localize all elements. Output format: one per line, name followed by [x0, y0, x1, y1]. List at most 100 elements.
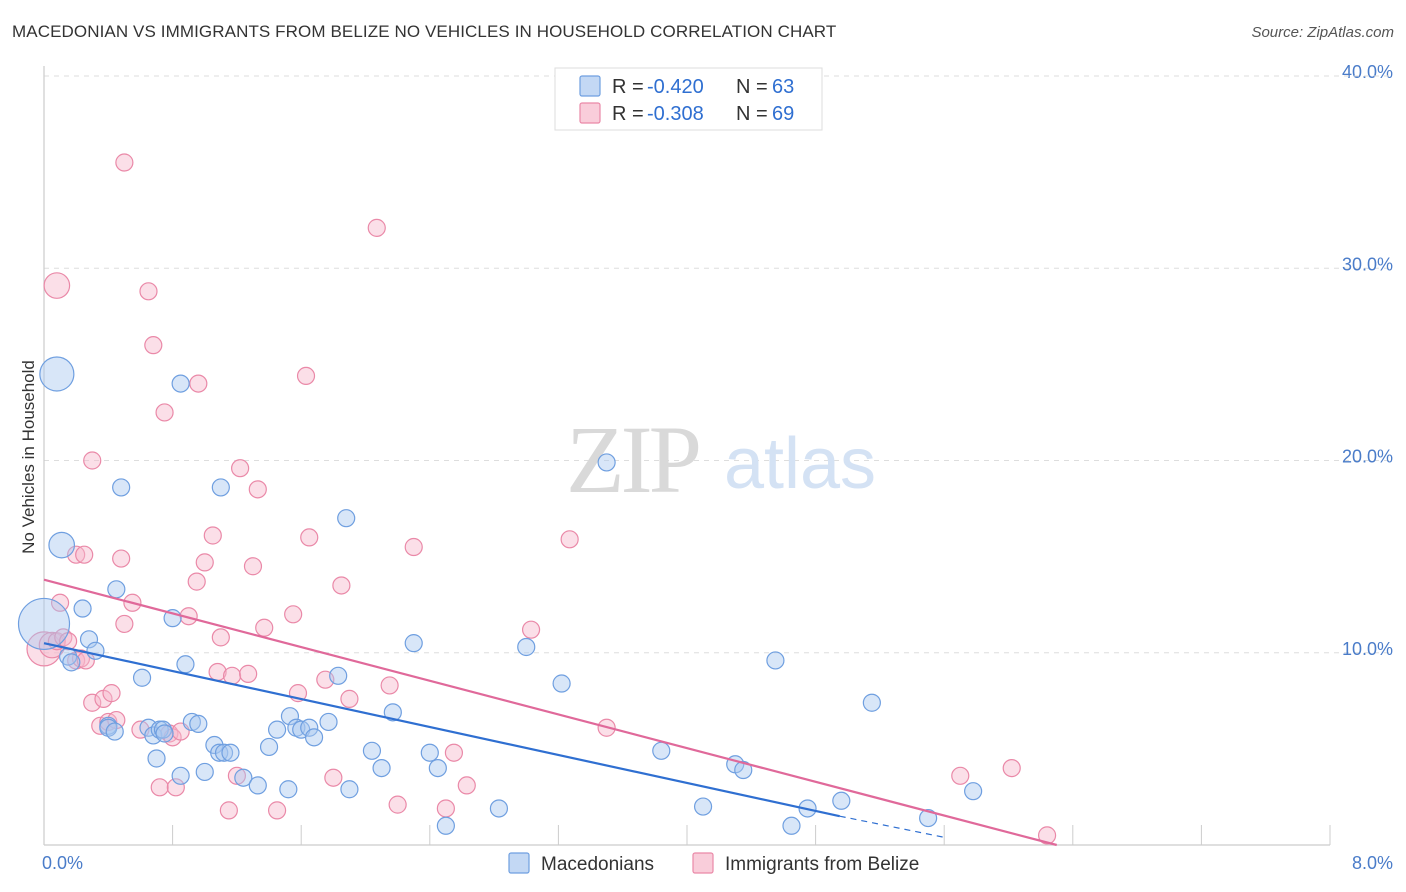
point-immigrants-from-belize [115, 614, 134, 634]
point-macedonians [329, 666, 348, 685]
series-macedonians [17, 356, 983, 835]
bottom-legend-label-macedonians: Macedonians [541, 854, 654, 875]
point-immigrants-from-belize [380, 676, 399, 695]
point-macedonians [155, 724, 174, 743]
point-immigrants-from-belize [115, 153, 134, 172]
point-macedonians [372, 758, 391, 778]
point-immigrants-from-belize [166, 778, 185, 797]
point-immigrants-from-belize [521, 620, 541, 639]
point-macedonians [489, 799, 509, 818]
watermark-zip: ZIP [566, 406, 699, 513]
trendline-immigrants-from-belize [43, 578, 1058, 847]
point-immigrants-from-belize [457, 776, 476, 795]
point-macedonians [304, 728, 324, 747]
point-macedonians [189, 714, 208, 733]
legend-n-value: 69 [772, 103, 794, 125]
point-macedonians [86, 641, 105, 660]
point-macedonians [597, 453, 616, 472]
trendline-macedonians [43, 642, 840, 818]
point-immigrants-from-belize [211, 628, 230, 647]
point-macedonians [693, 797, 713, 816]
point-macedonians [107, 580, 126, 599]
point-immigrants-from-belize [139, 282, 158, 301]
point-macedonians [39, 356, 75, 392]
point-immigrants-from-belize [187, 572, 206, 591]
point-immigrants-from-belize [75, 545, 94, 564]
point-macedonians [420, 743, 439, 762]
point-macedonians [176, 655, 195, 674]
point-immigrants-from-belize [300, 528, 319, 547]
point-macedonians [279, 780, 298, 799]
legend-swatch-belize [579, 102, 601, 124]
point-macedonians [259, 737, 279, 757]
point-immigrants-from-belize [243, 557, 263, 576]
point-immigrants-from-belize [296, 366, 316, 386]
legend-n-label: N = [736, 103, 768, 125]
point-immigrants-from-belize [239, 664, 258, 683]
point-immigrants-from-belize [83, 451, 102, 470]
point-macedonians [214, 743, 234, 762]
point-macedonians [248, 776, 267, 795]
point-immigrants-from-belize [144, 336, 163, 355]
point-immigrants-from-belize [404, 537, 423, 557]
point-macedonians [48, 531, 76, 559]
x-tick-label-min: 0.0% [42, 853, 83, 873]
point-macedonians [221, 743, 240, 762]
point-macedonians [652, 741, 671, 760]
point-immigrants-from-belize [332, 576, 351, 595]
point-immigrants-from-belize [155, 403, 174, 422]
point-macedonians [171, 374, 190, 393]
legend: R = -0.420 N = 63 R = -0.308 N = 69 [554, 67, 823, 131]
legend-r-value: -0.420 [647, 76, 704, 98]
point-immigrants-from-belize [203, 526, 222, 545]
point-macedonians [362, 741, 382, 760]
point-immigrants-from-belize [195, 553, 214, 572]
point-immigrants-from-belize [189, 374, 208, 393]
chart-title: MACEDONIAN VS IMMIGRANTS FROM BELIZE NO … [12, 22, 837, 41]
point-immigrants-from-belize [340, 689, 359, 708]
point-immigrants-from-belize [284, 605, 303, 624]
point-macedonians [404, 634, 423, 653]
point-immigrants-from-belize [436, 799, 455, 818]
point-macedonians [428, 758, 447, 778]
point-macedonians [280, 707, 300, 726]
legend-n-value: 63 [772, 76, 794, 98]
point-immigrants-from-belize [231, 459, 250, 478]
point-immigrants-from-belize [255, 618, 274, 637]
bottom-legend-label-belize: Immigrants from Belize [725, 854, 919, 875]
point-immigrants-from-belize [112, 549, 131, 568]
point-macedonians [105, 722, 124, 741]
bottom-legend-swatch-macedonians [508, 852, 530, 874]
point-immigrants-from-belize [150, 778, 169, 797]
point-macedonians [147, 749, 166, 768]
point-macedonians [267, 720, 287, 739]
point-macedonians [195, 762, 214, 782]
y-tick-label: 40.0% [1342, 62, 1393, 82]
watermark: ZIP atlas [566, 406, 876, 513]
point-macedonians [300, 718, 319, 737]
point-macedonians [436, 816, 455, 835]
legend-swatch-macedonians [579, 75, 601, 97]
series-immigrants-from-belize [26, 153, 1057, 845]
gridlines: 10.0% 20.0% 30.0% 40.0% [44, 62, 1393, 659]
point-immigrants-from-belize [367, 218, 386, 237]
point-immigrants-from-belize [248, 480, 267, 499]
point-macedonians [182, 712, 201, 732]
point-immigrants-from-belize [1037, 826, 1057, 845]
point-macedonians [73, 599, 92, 618]
trendlines [43, 578, 1058, 847]
point-immigrants-from-belize [50, 593, 70, 612]
watermark-atlas: atlas [724, 424, 876, 504]
point-macedonians [112, 478, 131, 497]
point-immigrants-from-belize [219, 801, 238, 820]
point-immigrants-from-belize [43, 272, 71, 299]
point-immigrants-from-belize [227, 766, 246, 785]
legend-n-label: N = [736, 76, 768, 98]
point-immigrants-from-belize [267, 801, 287, 820]
point-immigrants-from-belize [1002, 758, 1021, 778]
point-macedonians [964, 782, 983, 801]
point-macedonians [862, 693, 881, 712]
y-tick-label: 10.0% [1342, 639, 1393, 659]
point-macedonians [782, 816, 801, 835]
point-immigrants-from-belize [444, 743, 464, 762]
